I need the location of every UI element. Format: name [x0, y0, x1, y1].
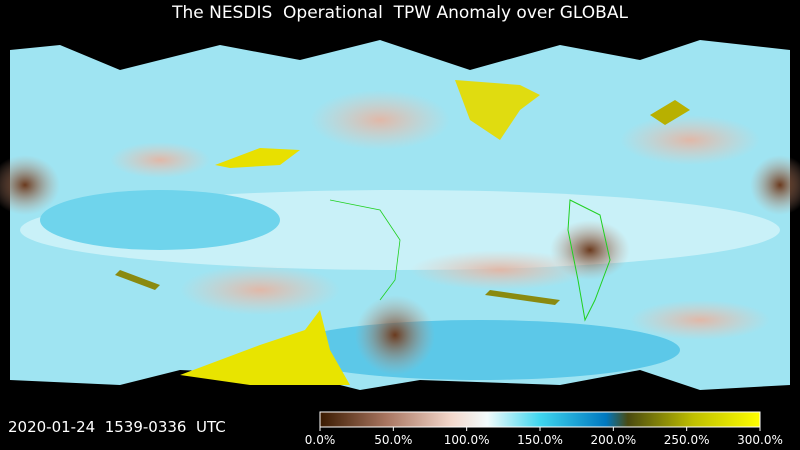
colorbar-tick-label: 50.0% [374, 433, 412, 447]
map-region [455, 80, 540, 140]
map-region [110, 142, 210, 178]
map-region [750, 155, 800, 215]
map-region [630, 300, 770, 340]
map-region [215, 148, 300, 168]
colorbar-tick-label: 150.0% [517, 433, 563, 447]
map-region [115, 270, 160, 290]
map-region [485, 290, 560, 305]
map-region [40, 190, 280, 250]
map-region [0, 155, 60, 215]
timestamp: 2020-01-24 1539-0336 UTC [8, 418, 226, 436]
coastline [567, 199, 611, 322]
polar-mask [10, 35, 790, 70]
map-region [620, 115, 760, 165]
map-region [180, 310, 350, 385]
map [0, 35, 800, 400]
map-region [650, 100, 690, 125]
colorbar-tick-label: 300.0% [737, 433, 783, 447]
colorbar [319, 411, 761, 428]
title: The NESDIS Operational TPW Anomaly over … [171, 3, 628, 23]
coastline [329, 199, 401, 301]
colorbar-tick-label: 100.0% [444, 433, 490, 447]
map-region [410, 250, 590, 290]
colorbar-tick-label: 0.0% [305, 433, 336, 447]
map-region [180, 265, 340, 315]
map-region [310, 90, 450, 150]
colorbar-tick-label: 200.0% [590, 433, 636, 447]
colorbar-tick-label: 250.0% [664, 433, 710, 447]
map-region [355, 295, 435, 375]
